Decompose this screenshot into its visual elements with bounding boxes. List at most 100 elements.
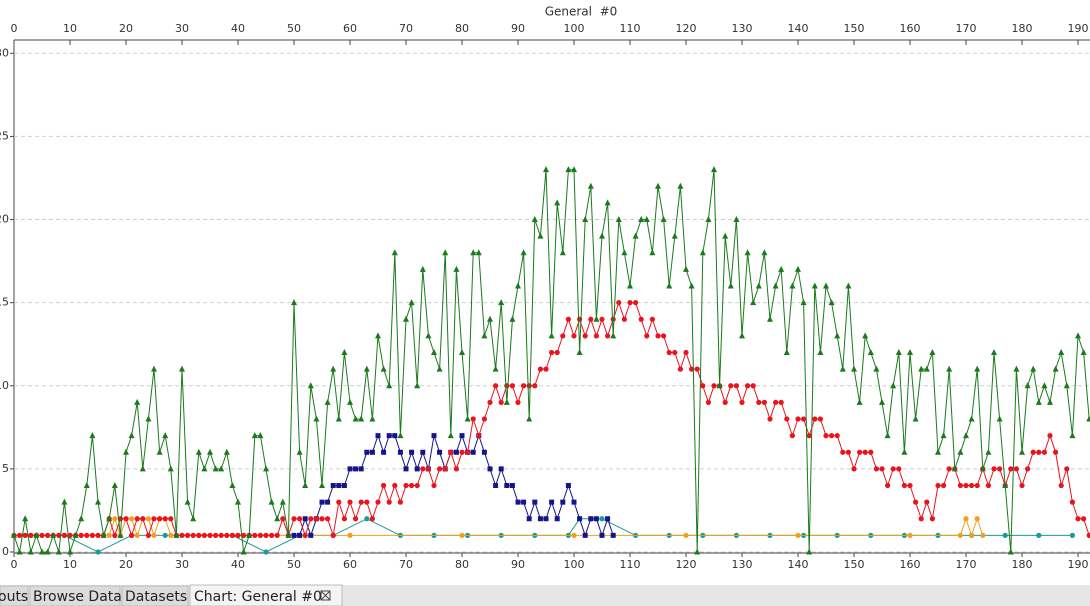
grid xyxy=(10,40,1090,557)
data-point xyxy=(979,465,986,472)
data-point xyxy=(431,433,437,439)
data-point xyxy=(1008,466,1014,472)
data-point xyxy=(1069,432,1076,439)
data-point xyxy=(997,466,1003,472)
data-point xyxy=(778,399,784,405)
data-point xyxy=(285,531,292,538)
data-point xyxy=(969,532,975,538)
data-point xyxy=(801,416,807,422)
x-tick-label: 30 xyxy=(175,558,189,571)
data-point xyxy=(397,449,403,455)
data-point xyxy=(857,449,863,455)
data-point xyxy=(593,333,600,339)
data-point xyxy=(336,499,342,505)
tab[interactable] xyxy=(29,585,121,606)
series-line xyxy=(294,434,614,537)
x-tick-label: 110 xyxy=(620,558,641,571)
data-point xyxy=(588,316,594,322)
data-point xyxy=(991,466,997,472)
data-point xyxy=(1024,382,1031,389)
data-point xyxy=(532,383,538,389)
tab[interactable] xyxy=(121,585,189,606)
data-point xyxy=(587,182,594,189)
x-tick-label: 70 xyxy=(399,558,413,571)
data-point xyxy=(560,499,566,505)
y-tick-label: 20 xyxy=(0,213,9,226)
data-point xyxy=(543,166,549,173)
data-point xyxy=(845,282,852,289)
x-tick-label: 150 xyxy=(844,558,865,571)
data-point xyxy=(739,399,745,405)
data-point xyxy=(627,282,633,289)
data-point xyxy=(347,398,353,405)
data-point xyxy=(44,548,51,555)
data-point xyxy=(493,383,499,389)
data-point xyxy=(1069,499,1075,505)
data-point xyxy=(1080,349,1087,356)
y-tick-label: 10 xyxy=(0,379,9,392)
data-point xyxy=(437,449,443,455)
data-point xyxy=(974,482,980,489)
data-point xyxy=(151,365,157,372)
data-point xyxy=(67,548,73,555)
data-point xyxy=(179,532,185,538)
data-point xyxy=(257,432,264,439)
data-point xyxy=(633,300,639,306)
tab-label: Chart: General #0 xyxy=(194,589,322,605)
data-point xyxy=(1052,365,1059,372)
data-point xyxy=(521,499,527,505)
data-point xyxy=(330,532,336,538)
data-point xyxy=(974,365,981,372)
data-point xyxy=(1064,466,1070,472)
data-point xyxy=(33,531,40,538)
close-tab-icon[interactable] xyxy=(320,590,331,601)
data-point xyxy=(1086,532,1090,538)
data-point xyxy=(890,466,896,472)
data-point xyxy=(27,548,34,555)
data-point xyxy=(963,432,969,439)
data-point xyxy=(946,466,952,472)
data-point xyxy=(610,532,616,538)
data-point xyxy=(1047,433,1053,439)
data-point xyxy=(795,265,801,272)
data-point xyxy=(946,365,953,372)
data-point xyxy=(459,532,465,538)
data-point xyxy=(526,516,532,522)
active-tab[interactable] xyxy=(189,584,343,606)
data-point xyxy=(442,249,449,256)
data-point xyxy=(772,282,779,289)
data-point xyxy=(162,532,168,538)
data-point xyxy=(363,365,370,372)
data-point xyxy=(364,449,370,455)
top-x-tick-label: 50 xyxy=(287,22,301,35)
data-point xyxy=(336,483,342,489)
data-point xyxy=(162,516,168,522)
data-point xyxy=(705,399,712,405)
data-point xyxy=(129,532,135,538)
data-point xyxy=(459,449,465,455)
data-point xyxy=(879,398,885,405)
data-point xyxy=(767,315,773,322)
data-point xyxy=(95,498,101,505)
data-point xyxy=(492,365,499,372)
top-x-tick-label: 120 xyxy=(676,22,697,35)
data-point xyxy=(291,532,297,538)
data-point xyxy=(789,282,796,289)
data-point xyxy=(1047,398,1053,405)
data-point xyxy=(571,333,577,339)
data-point xyxy=(139,465,146,472)
tab[interactable] xyxy=(0,585,29,606)
x-tick-label: 80 xyxy=(455,558,469,571)
data-point xyxy=(218,532,224,538)
data-point xyxy=(504,483,510,489)
data-point xyxy=(279,498,286,505)
data-point xyxy=(834,433,840,439)
data-point xyxy=(319,499,325,505)
data-point xyxy=(699,249,706,256)
data-point xyxy=(761,399,768,405)
data-point xyxy=(571,499,577,505)
data-point xyxy=(465,449,471,455)
top-x-tick-label: 150 xyxy=(844,22,865,35)
data-point xyxy=(420,466,426,472)
top-x-tick-label: 170 xyxy=(956,22,977,35)
